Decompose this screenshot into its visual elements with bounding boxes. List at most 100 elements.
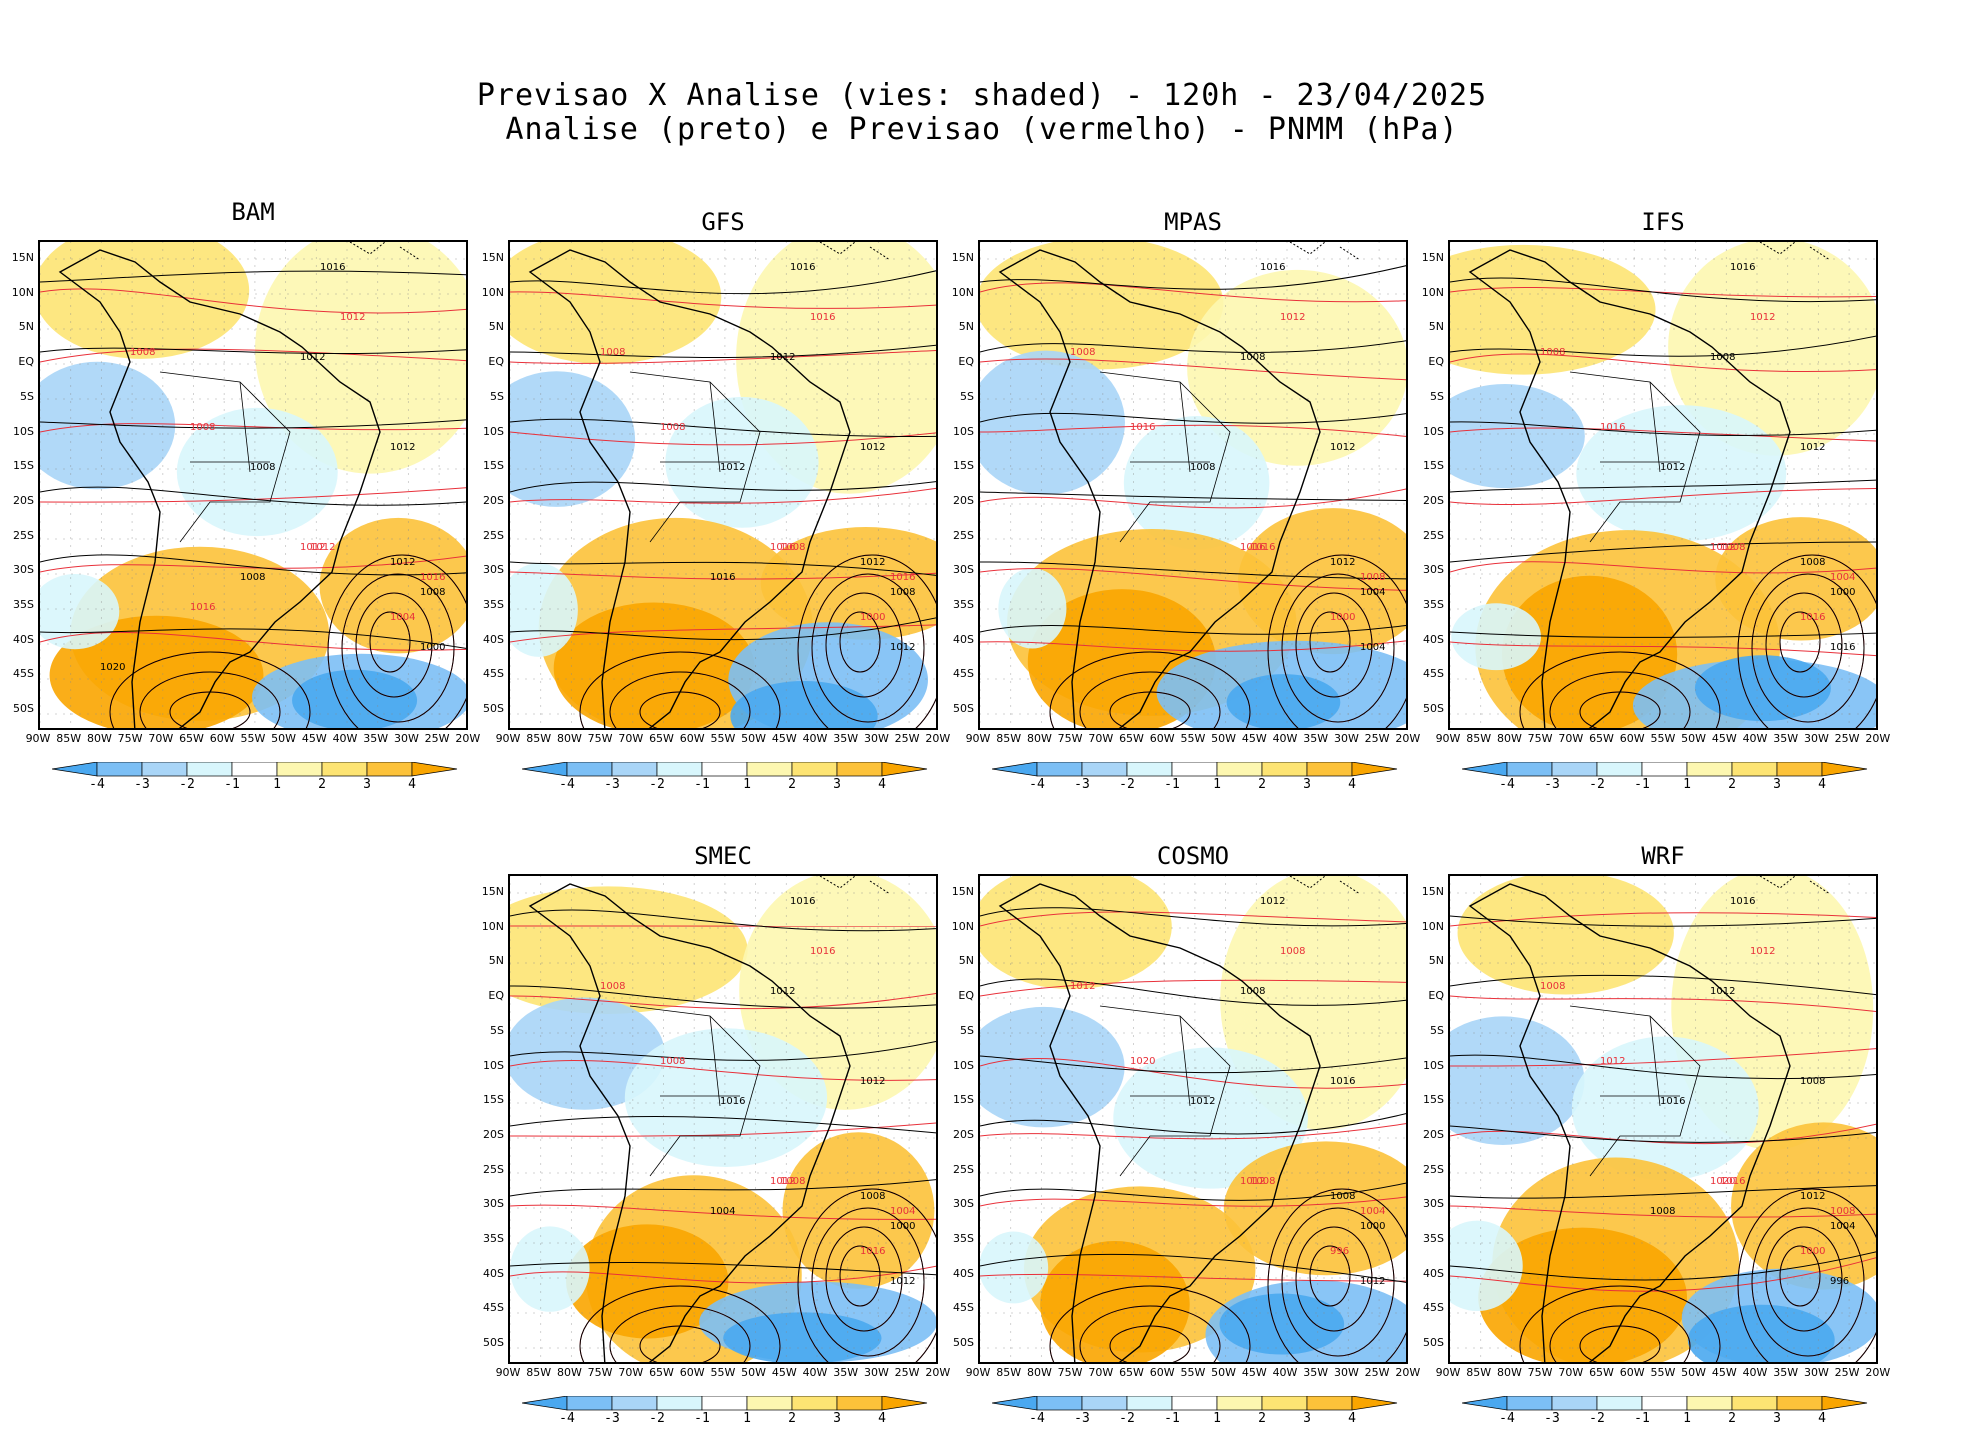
lat-tick-label: EQ [1428, 355, 1444, 369]
lon-tick-label: 80W [556, 732, 582, 745]
analysis-low-contour [811, 1207, 925, 1357]
lon-tick-label: 20W [925, 1366, 951, 1379]
lon-tick-label: 20W [1865, 732, 1891, 745]
isobar-label: 1012 [1330, 557, 1356, 568]
lon-tick-label: 40W [802, 732, 828, 745]
lon-tick-label: 35W [833, 732, 859, 745]
colorbar-label: 2 [788, 1411, 796, 1426]
bias-shading-1 [1668, 242, 1876, 456]
lat-tick-label: 40S [13, 632, 34, 646]
panel-title-ifs: IFS [1641, 208, 1685, 236]
analysis-contour-south [579, 1285, 781, 1362]
analysis-low-contour [811, 573, 925, 723]
lat-tick-label: 5S [490, 389, 504, 403]
colorbar-swatch [701, 1395, 748, 1411]
forecast-isobar [980, 567, 1406, 591]
lon-tick-label: 25W [894, 1366, 920, 1379]
lon-tick-label: 55W [1180, 732, 1206, 745]
colorbar-swatch [366, 761, 413, 777]
colorbar-label: 4 [1348, 1411, 1356, 1426]
lat-tick-label: 10N [481, 919, 504, 933]
bias-shading-2 [510, 371, 636, 507]
bias-shading-5 [1478, 1227, 1687, 1362]
colorbar-swatch [1596, 761, 1643, 777]
figure-title-line1: Previsao X Analise (vies: shaded) - 120h… [476, 78, 1488, 113]
lon-tick-label: 65W [649, 1366, 674, 1379]
analysis-isobar [980, 1182, 1406, 1201]
forecast-isobar [510, 1059, 936, 1081]
map-panel-smec: 1016 1016 1012 1008 1012 1008 1016 1012 1008 1004… [508, 874, 938, 1364]
south-america-coastline [1468, 249, 1791, 728]
lat-tick-label: 20S [953, 493, 974, 507]
caribbean-islands [819, 242, 891, 261]
colorbar-swatch [1216, 761, 1263, 777]
bias-shading-8 [730, 680, 878, 728]
lon-tick-label: 85W [996, 1366, 1022, 1379]
lat-tick-label: 25S [1423, 528, 1444, 542]
forecast-isobar [1450, 1257, 1876, 1292]
colorbar-swatch [1596, 1395, 1643, 1411]
bias-shading-3 [1571, 1036, 1759, 1181]
analysis-isobar [40, 270, 466, 283]
lon-tick-label: 65W [649, 732, 674, 745]
isobar-label: 996 [1830, 1276, 1850, 1287]
bias-shading-5 [566, 1224, 729, 1339]
forecast-isobar [1450, 1205, 1876, 1218]
isobar-label: 1008 [420, 587, 446, 598]
caribbean-islands [1289, 876, 1361, 895]
lon-tick-label: 45W [1241, 732, 1267, 745]
lat-tick-label: 15N [1421, 885, 1444, 898]
forecast-isobar [1450, 487, 1876, 506]
lon-tick-label: 50W [271, 732, 297, 745]
colorbar-label: 1 [273, 777, 281, 792]
colorbar-label: 2 [1258, 1411, 1266, 1426]
colorbar-swatch [521, 761, 568, 777]
lon-tick-label: 25W [894, 732, 920, 745]
country-borders [629, 371, 761, 543]
bias-shading-3 [1113, 1047, 1308, 1189]
isobar-label: 1016 [790, 262, 816, 273]
map-panel-ifs: 1016 1012 1008 1008 1012 1016 1012 1012 1008 1004… [1448, 240, 1878, 730]
lon-tick-label: 45W [1711, 1366, 1737, 1379]
forecast-isobar [40, 348, 466, 363]
colorbar-label: 1 [1683, 777, 1691, 792]
isobar-label: 1012 [1360, 1276, 1386, 1287]
analysis-contour-south [1519, 1285, 1721, 1362]
bias-shading-5 [1040, 1241, 1190, 1362]
south-america-coastline [998, 249, 1321, 728]
lon-tick-label: 70W [1088, 732, 1114, 745]
isobar-label: 1012 [860, 442, 886, 453]
bias-shading-6 [1731, 1122, 1876, 1290]
lat-tick-label: 35S [1423, 598, 1444, 611]
bias-shading-9 [980, 1231, 1049, 1304]
lon-tick-label: 75W [1057, 1366, 1083, 1379]
colorbar-label: -2 [179, 777, 195, 792]
isobar-label: 1012 [1600, 1056, 1626, 1067]
analysis-contour-south [1079, 1305, 1221, 1362]
analysis-contour-south [579, 651, 781, 728]
lat-tick-label: 15S [953, 459, 974, 473]
colorbar-swatch [51, 761, 98, 777]
lon-tick-label: 65W [1119, 732, 1144, 745]
analysis-isobar [510, 344, 936, 358]
isobar-label: 1008 [1830, 1206, 1856, 1217]
forecast-isobar [980, 1196, 1406, 1207]
isobar-label: 1016 [710, 572, 736, 583]
forecast-isobar [980, 640, 1406, 652]
isobar-label: 1008 [600, 981, 626, 992]
analysis-isobar [1450, 541, 1876, 563]
lon-tick-label: 60W [679, 1366, 705, 1379]
colorbar-swatch [1126, 761, 1173, 777]
bias-shading-2 [980, 350, 1125, 495]
lon-tick-label: 85W [996, 732, 1022, 745]
colorbar-label: -2 [1589, 1411, 1605, 1426]
colorbar-swatch [1821, 1395, 1868, 1411]
colorbar-swatch [1261, 761, 1308, 777]
colorbar-label: 4 [1818, 777, 1826, 792]
south-america-coastline [998, 883, 1321, 1362]
isobar-label: 1016 [1800, 612, 1826, 623]
isobar-label: 1008 [860, 1191, 886, 1202]
analysis-low-contour [839, 1245, 881, 1307]
lat-tick-label: 15S [483, 1093, 504, 1107]
analysis-isobar [510, 1179, 936, 1197]
